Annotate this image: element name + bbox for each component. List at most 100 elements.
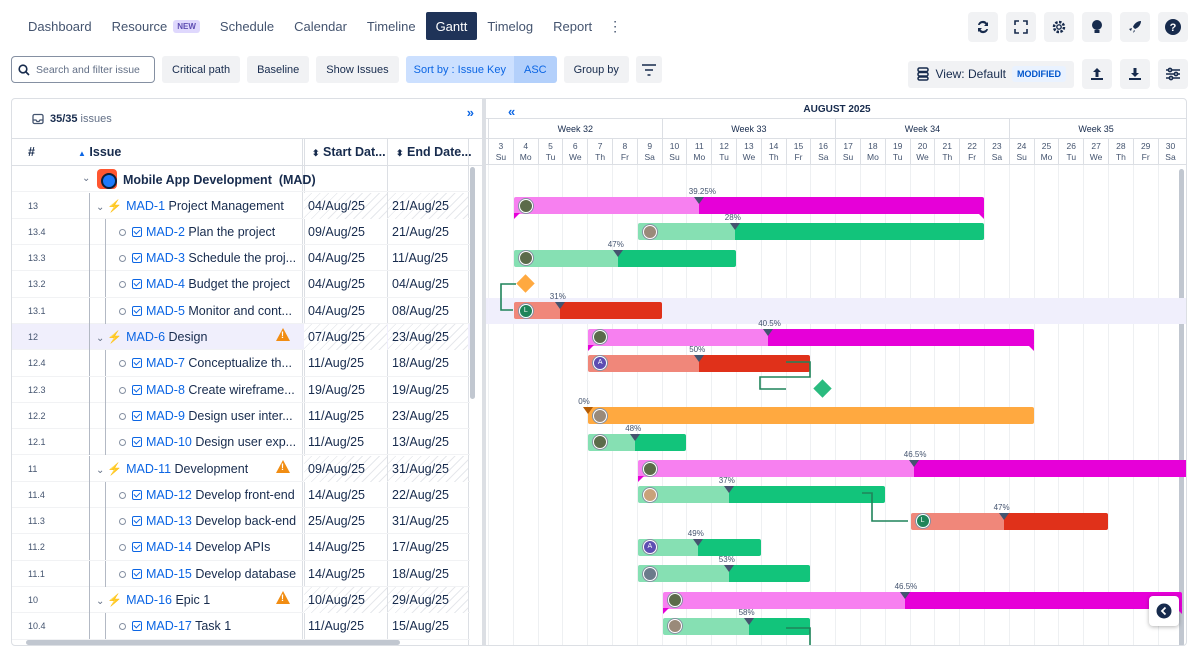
task-bar[interactable] bbox=[588, 433, 687, 451]
sort-by-button[interactable]: Sort by : Issue Key bbox=[405, 56, 514, 83]
download-icon[interactable] bbox=[1120, 59, 1150, 89]
col-end-header[interactable]: ⬍ End Date... bbox=[396, 145, 472, 159]
group-by-button[interactable]: Group by bbox=[563, 56, 629, 83]
chevron-down-icon[interactable]: ⌄ bbox=[96, 333, 108, 344]
show-issues-button[interactable]: Show Issues bbox=[316, 56, 399, 83]
help-icon[interactable]: ? bbox=[1158, 12, 1188, 42]
chart-vertical-scrollbar[interactable] bbox=[1179, 169, 1184, 645]
issue-key[interactable]: MAD-11 bbox=[126, 461, 172, 476]
column-divider[interactable] bbox=[468, 139, 469, 645]
avatar[interactable] bbox=[642, 566, 657, 581]
avatar[interactable] bbox=[518, 198, 533, 213]
collapse-panel-icon[interactable]: » bbox=[466, 105, 474, 120]
view-selector[interactable]: View: Default MODIFIED bbox=[907, 60, 1074, 88]
more-menu-icon[interactable]: ⋮ bbox=[608, 17, 623, 34]
epic-row[interactable]: 12 ⌄ ⚡MAD-6 Design 07/Aug/25 23/Aug/25 bbox=[12, 324, 470, 351]
table-horizontal-scrollbar[interactable] bbox=[26, 640, 400, 645]
tab-schedule[interactable]: Schedule bbox=[210, 12, 284, 40]
issue-row[interactable]: 13.4 MAD-2 Plan the project 09/Aug/25 21/Au… bbox=[12, 218, 470, 246]
sort-control[interactable]: Sort by : Issue Key ASC bbox=[405, 56, 557, 83]
issue-row[interactable]: 12.4 MAD-7 Conceptualize th... 11/Aug/25 18… bbox=[12, 350, 470, 377]
column-divider[interactable] bbox=[387, 139, 388, 645]
col-start-header[interactable]: ⬍ Start Dat... bbox=[312, 145, 386, 159]
tab-resource[interactable]: Resource NEW bbox=[102, 12, 210, 40]
tab-gantt[interactable]: Gantt bbox=[425, 12, 478, 40]
task-bar[interactable] bbox=[637, 460, 1186, 482]
fullscreen-icon[interactable] bbox=[1006, 12, 1036, 42]
issue-key[interactable]: MAD-3 bbox=[146, 251, 185, 266]
column-divider[interactable] bbox=[302, 139, 303, 645]
avatar[interactable] bbox=[518, 251, 533, 266]
rocket-icon[interactable] bbox=[1120, 12, 1150, 42]
task-bar[interactable] bbox=[513, 197, 984, 219]
task-bar[interactable] bbox=[637, 486, 885, 504]
chevron-down-icon[interactable]: ⌄ bbox=[96, 464, 108, 476]
issue-row[interactable]: 11.2 MAD-14 Develop APIs 14/Aug/25 17/Aug/2… bbox=[12, 534, 470, 561]
avatar[interactable]: L bbox=[915, 514, 930, 529]
issue-key[interactable]: MAD-7 bbox=[146, 356, 185, 371]
avatar[interactable] bbox=[593, 330, 608, 344]
chevron-down-icon[interactable]: ⌄ bbox=[96, 596, 108, 607]
avatar[interactable] bbox=[667, 619, 682, 634]
issue-row[interactable]: 13.2 MAD-4 Budget the project 04/Aug/25 04/… bbox=[12, 271, 470, 298]
issue-row[interactable]: 10.4 MAD-17 Task 1 11/Aug/25 15/Aug/25 bbox=[12, 613, 470, 640]
sort-direction-button[interactable]: ASC bbox=[513, 56, 557, 83]
export-icon[interactable] bbox=[1082, 59, 1112, 89]
tab-timeline[interactable]: Timeline bbox=[357, 12, 426, 40]
issue-key[interactable]: MAD-13 bbox=[146, 514, 192, 529]
issue-row[interactable]: 11.4 MAD-12 Develop front-end 14/Aug/25 22/… bbox=[12, 481, 470, 509]
issue-key[interactable]: MAD-10 bbox=[146, 435, 192, 450]
issue-key[interactable]: MAD-16 bbox=[126, 593, 172, 607]
task-bar[interactable] bbox=[662, 591, 1183, 614]
refresh-icon[interactable] bbox=[968, 12, 998, 42]
task-bar[interactable] bbox=[910, 512, 1108, 530]
epic-row[interactable]: 13 ⌄ ⚡ MAD-1 Project Management 04/Aug/25 21… bbox=[12, 192, 470, 219]
issue-key[interactable]: MAD-4 bbox=[146, 277, 185, 292]
avatar[interactable] bbox=[593, 435, 608, 450]
task-bar[interactable] bbox=[588, 354, 811, 372]
task-bar[interactable] bbox=[588, 328, 1034, 351]
search-input[interactable]: Search and filter issue bbox=[11, 56, 155, 83]
task-bar[interactable] bbox=[588, 407, 1034, 425]
collapse-sidebar-button[interactable] bbox=[1149, 596, 1179, 626]
task-bar[interactable] bbox=[662, 617, 811, 635]
issue-key[interactable]: MAD-6 bbox=[126, 330, 166, 344]
chevron-down-icon[interactable]: ⌄ bbox=[96, 201, 108, 213]
issue-key[interactable]: MAD-8 bbox=[146, 382, 185, 397]
tab-calendar[interactable]: Calendar bbox=[284, 12, 357, 40]
task-bar[interactable] bbox=[513, 302, 662, 320]
critical-path-button[interactable]: Critical path bbox=[162, 56, 241, 83]
task-bar[interactable] bbox=[637, 538, 761, 556]
issue-key[interactable]: MAD-14 bbox=[146, 540, 192, 555]
epic-row[interactable]: 10 ⌄ ⚡MAD-16 Epic 1 10/Aug/25 29/Aug/25 bbox=[12, 587, 470, 614]
task-bar[interactable] bbox=[637, 223, 984, 241]
issue-row[interactable]: 11.3 MAD-13 Develop back-end 25/Aug/25 31/A… bbox=[12, 508, 470, 535]
task-bar[interactable] bbox=[513, 249, 736, 267]
scroll-left-icon[interactable]: « bbox=[508, 104, 516, 119]
avatar[interactable] bbox=[642, 461, 657, 476]
issue-row[interactable]: 12.2 MAD-9 Design user inter... 11/Aug/25 2… bbox=[12, 402, 470, 430]
settings-sliders-icon[interactable] bbox=[1158, 59, 1188, 89]
issue-row[interactable]: 12.1 MAD-10 Design user exp... 11/Aug/25 13… bbox=[12, 429, 470, 456]
issue-row[interactable]: 12.3 MAD-8 Create wireframe... 19/Aug/25 19… bbox=[12, 376, 470, 403]
avatar[interactable] bbox=[642, 224, 657, 239]
issue-key[interactable]: MAD-17 bbox=[146, 619, 192, 634]
task-bar[interactable] bbox=[637, 565, 811, 583]
col-issue-header[interactable]: ▲ Issue bbox=[78, 145, 122, 159]
gear-icon[interactable] bbox=[1044, 12, 1074, 42]
issue-row[interactable]: 13.1 MAD-5 Monitor and cont... 04/Aug/25 08… bbox=[12, 297, 470, 324]
issue-key[interactable]: MAD-15 bbox=[146, 566, 192, 581]
issue-row[interactable]: 11.1 MAD-15 Develop database 14/Aug/25 18/A… bbox=[12, 560, 470, 587]
issue-key[interactable]: MAD-1 bbox=[126, 198, 166, 213]
avatar[interactable] bbox=[667, 593, 682, 607]
tab-timelog[interactable]: Timelog bbox=[477, 12, 543, 40]
table-vertical-scrollbar[interactable] bbox=[470, 167, 475, 399]
milestone-diamond[interactable] bbox=[516, 274, 535, 293]
issue-key[interactable]: MAD-9 bbox=[146, 408, 185, 423]
epic-row[interactable]: 11 ⌄ ⚡MAD-11 Development 09/Aug/25 31/Aug/2… bbox=[12, 455, 470, 482]
chevron-down-icon[interactable]: ⌄ bbox=[82, 173, 91, 184]
tab-dashboard[interactable]: Dashboard bbox=[18, 12, 102, 40]
issue-row[interactable]: 13.3 MAD-3 Schedule the proj... 04/Aug/25 1… bbox=[12, 245, 470, 272]
avatar[interactable] bbox=[642, 487, 657, 502]
tab-report[interactable]: Report bbox=[543, 12, 602, 40]
